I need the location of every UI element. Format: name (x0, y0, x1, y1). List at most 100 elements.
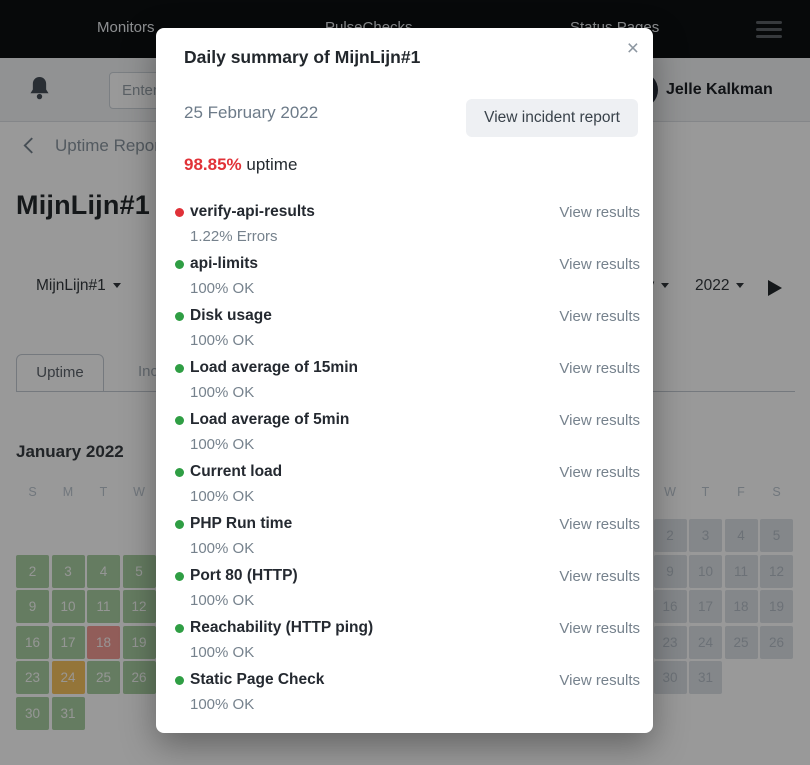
calendar-day[interactable]: 26 (760, 625, 793, 659)
calendar-day[interactable]: 16 (653, 590, 687, 623)
user-name[interactable]: Jelle Kalkman (666, 81, 773, 98)
calendar-day-warning[interactable]: 24 (51, 661, 85, 694)
view-results-link[interactable]: View results (559, 568, 640, 585)
check-status: 1.22% Errors (190, 228, 278, 245)
nav-link-monitors[interactable]: Monitors (97, 19, 155, 36)
check-name: Disk usage (190, 307, 272, 324)
calendar-day[interactable]: 31 (689, 661, 722, 694)
calendar-day[interactable]: 5 (760, 519, 793, 552)
calendar-day-incident[interactable]: 18 (87, 625, 120, 659)
check-name: PHP Run time (190, 515, 293, 532)
calendar-march-2022: W T F S 2 3 4 5 9 10 11 12 16 17 18 19 2… (547, 440, 796, 740)
calendar-day[interactable]: 4 (87, 554, 120, 588)
calendar-day[interactable]: 2 (16, 554, 49, 588)
calendar-day[interactable]: 23 (653, 625, 687, 659)
calendar-day[interactable]: 19 (122, 625, 156, 659)
calendar-grid: 2 3 4 5 9 10 11 12 16 17 18 19 23 24 25 … (547, 519, 796, 733)
weekday-header: T (99, 485, 108, 499)
monitor-dropdown[interactable]: MijnLijn#1 (36, 277, 121, 295)
check-name: Load average of 15min (190, 359, 358, 376)
view-results-link[interactable]: View results (559, 516, 640, 533)
calendar-day[interactable]: 25 (87, 661, 120, 694)
status-dot-ok-icon (175, 520, 184, 529)
view-results-link[interactable]: View results (559, 308, 640, 325)
weekday-header: T (701, 485, 710, 499)
check-status: 100% OK (190, 436, 255, 453)
view-results-link[interactable]: View results (559, 412, 640, 429)
calendar-day[interactable]: 16 (16, 625, 49, 659)
check-name: Port 80 (HTTP) (190, 567, 298, 584)
calendar-day[interactable]: 17 (689, 590, 722, 623)
uptime-summary: 98.85% uptime (184, 155, 297, 175)
calendar-day[interactable]: 10 (689, 554, 722, 588)
calendar-day[interactable]: 31 (51, 696, 85, 730)
weekday-header: S (772, 485, 781, 499)
check-status: 100% OK (190, 540, 255, 557)
calendar-day[interactable]: 2 (653, 519, 687, 552)
check-name: verify-api-results (190, 203, 315, 220)
status-dot-ok-icon (175, 416, 184, 425)
calendar-month-title: January 2022 (16, 442, 124, 461)
tab-uptime[interactable]: Uptime (16, 354, 104, 392)
view-results-link[interactable]: View results (559, 672, 640, 689)
play-button-icon[interactable] (768, 280, 782, 296)
weekday-header: W (664, 485, 676, 499)
status-dot-ok-icon (175, 676, 184, 685)
calendar-day[interactable]: 9 (16, 590, 49, 623)
notification-bell-icon[interactable] (27, 76, 52, 108)
calendar-day[interactable]: 3 (51, 554, 85, 588)
calendar-day[interactable]: 30 (653, 661, 687, 694)
chevron-down-icon (661, 283, 670, 288)
calendar-day[interactable]: 12 (122, 590, 156, 623)
calendar-day[interactable]: 11 (724, 554, 758, 588)
calendar-day[interactable]: 9 (653, 554, 687, 588)
chevron-down-icon (736, 283, 745, 288)
breadcrumb-uptime-report[interactable]: Uptime Report (55, 136, 165, 155)
calendar-day[interactable]: 3 (689, 519, 722, 552)
view-results-link[interactable]: View results (559, 464, 640, 481)
calendar-day[interactable]: 4 (724, 519, 758, 552)
calendar-day[interactable]: 18 (724, 590, 758, 623)
calendar-day[interactable]: 30 (16, 696, 49, 730)
uptime-value: 98.85% (184, 155, 242, 174)
check-row: Disk usage View results 100% OK (175, 307, 640, 355)
back-chevron-icon[interactable] (21, 136, 35, 160)
check-status: 100% OK (190, 696, 255, 713)
calendar-day[interactable]: 19 (760, 590, 793, 623)
check-name: api-limits (190, 255, 259, 272)
year-dropdown[interactable]: 2022 (695, 277, 745, 295)
status-dot-ok-icon (175, 624, 184, 633)
check-row: Static Page Check View results 100% OK (175, 671, 640, 719)
view-results-link[interactable]: View results (559, 256, 640, 273)
calendar-day[interactable]: 24 (689, 625, 722, 659)
status-dot-error-icon (175, 208, 184, 217)
calendar-january-2022: January 2022 S M T W 2 3 4 5 9 10 11 12 … (16, 440, 265, 740)
calendar-day[interactable]: 12 (760, 554, 793, 588)
calendar-day[interactable]: 25 (724, 625, 758, 659)
calendar-day[interactable]: 17 (51, 625, 85, 659)
status-dot-ok-icon (175, 364, 184, 373)
calendar-day[interactable]: 26 (122, 661, 156, 694)
status-dot-ok-icon (175, 572, 184, 581)
check-row: Port 80 (HTTP) View results 100% OK (175, 567, 640, 615)
weekday-header: W (133, 485, 145, 499)
year-dropdown-label: 2022 (695, 277, 730, 294)
calendar-day[interactable]: 10 (51, 590, 85, 623)
calendar-day[interactable]: 23 (16, 661, 49, 694)
check-name: Current load (190, 463, 283, 480)
view-results-link[interactable]: View results (559, 620, 640, 637)
close-icon[interactable]: × (626, 37, 639, 60)
view-incident-report-button[interactable]: View incident report (466, 99, 638, 137)
view-results-link[interactable]: View results (559, 360, 640, 377)
calendar-day[interactable]: 5 (122, 554, 156, 588)
check-row: Load average of 5min View results 100% O… (175, 411, 640, 459)
view-results-link[interactable]: View results (559, 204, 640, 221)
check-status: 100% OK (190, 384, 255, 401)
check-status: 100% OK (190, 332, 255, 349)
check-row: verify-api-results View results 1.22% Er… (175, 203, 640, 251)
hamburger-menu-icon[interactable] (756, 21, 782, 38)
calendar-day[interactable]: 11 (87, 590, 120, 623)
check-row: PHP Run time View results 100% OK (175, 515, 640, 563)
check-row: Reachability (HTTP ping) View results 10… (175, 619, 640, 667)
